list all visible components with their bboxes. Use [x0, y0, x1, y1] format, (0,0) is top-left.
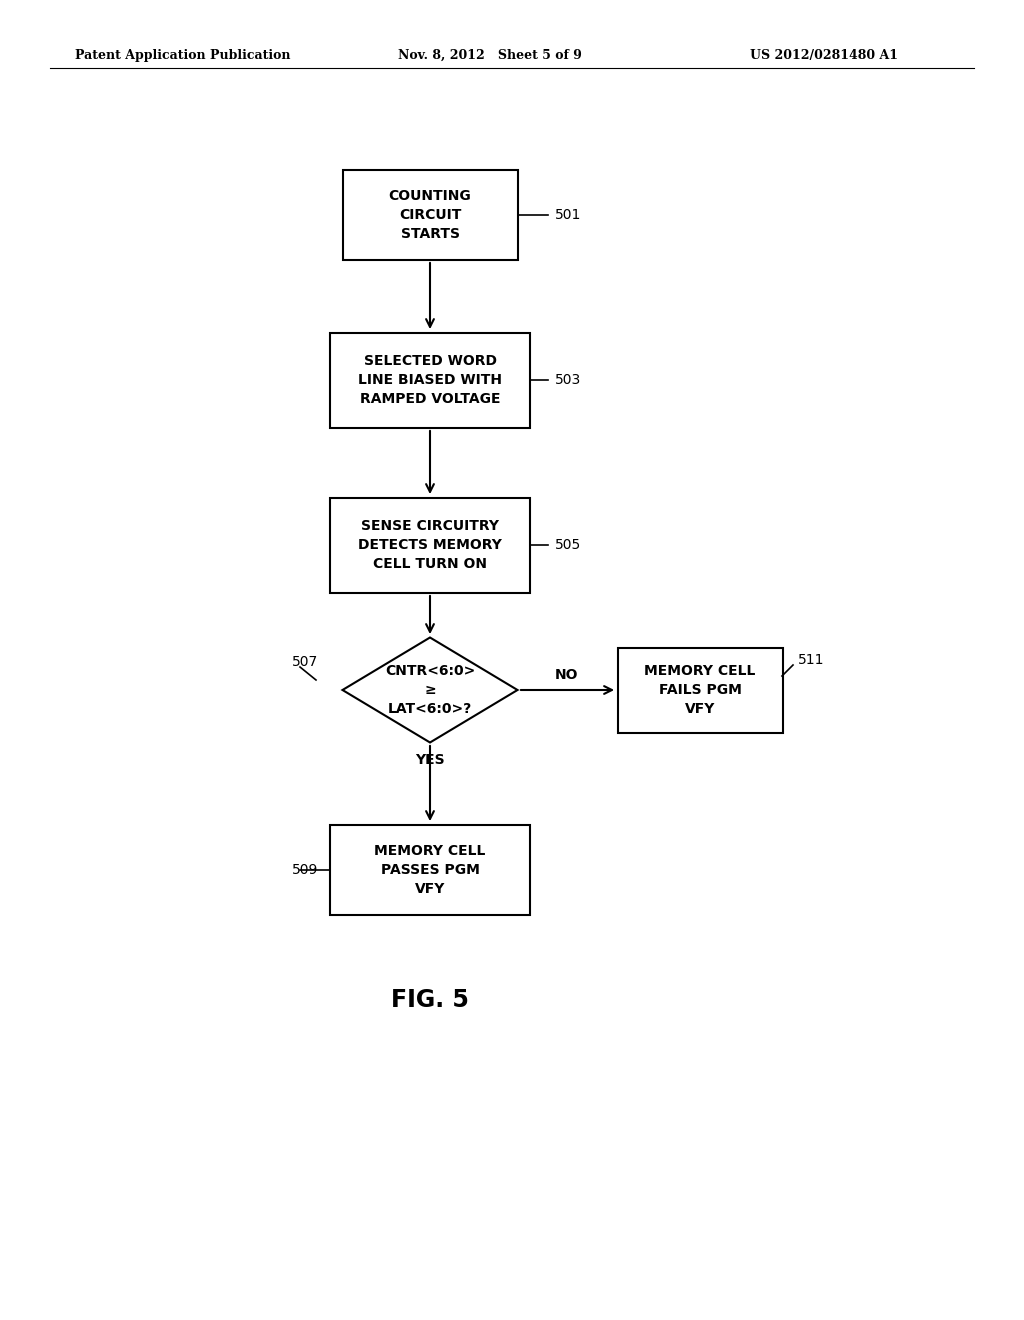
Text: 503: 503 [555, 374, 582, 387]
Text: Nov. 8, 2012   Sheet 5 of 9: Nov. 8, 2012 Sheet 5 of 9 [398, 49, 582, 62]
Bar [330, 498, 530, 593]
Text: SENSE CIRCUITRY
DETECTS MEMORY
CELL TURN ON: SENSE CIRCUITRY DETECTS MEMORY CELL TURN… [358, 519, 502, 572]
Text: CNTR<6:0>
≥
LAT<6:0>?: CNTR<6:0> ≥ LAT<6:0>? [385, 664, 475, 715]
Text: 507: 507 [292, 655, 318, 669]
Text: FIG. 5: FIG. 5 [391, 987, 469, 1012]
Text: 509: 509 [292, 863, 318, 876]
Text: COUNTING
CIRCUIT
STARTS: COUNTING CIRCUIT STARTS [389, 189, 471, 242]
Text: 501: 501 [555, 209, 582, 222]
Bar [617, 648, 782, 733]
Bar [330, 825, 530, 915]
Text: Patent Application Publication: Patent Application Publication [75, 49, 291, 62]
Bar [342, 170, 517, 260]
Text: SELECTED WORD
LINE BIASED WITH
RAMPED VOLTAGE: SELECTED WORD LINE BIASED WITH RAMPED VO… [358, 354, 502, 407]
Text: 505: 505 [555, 539, 582, 552]
Text: MEMORY CELL
FAILS PGM
VFY: MEMORY CELL FAILS PGM VFY [644, 664, 756, 715]
Text: 511: 511 [798, 653, 824, 667]
Text: NO: NO [555, 668, 579, 682]
Bar [330, 333, 530, 428]
Text: YES: YES [415, 752, 444, 767]
Text: MEMORY CELL
PASSES PGM
VFY: MEMORY CELL PASSES PGM VFY [375, 843, 485, 896]
Text: US 2012/0281480 A1: US 2012/0281480 A1 [750, 49, 898, 62]
